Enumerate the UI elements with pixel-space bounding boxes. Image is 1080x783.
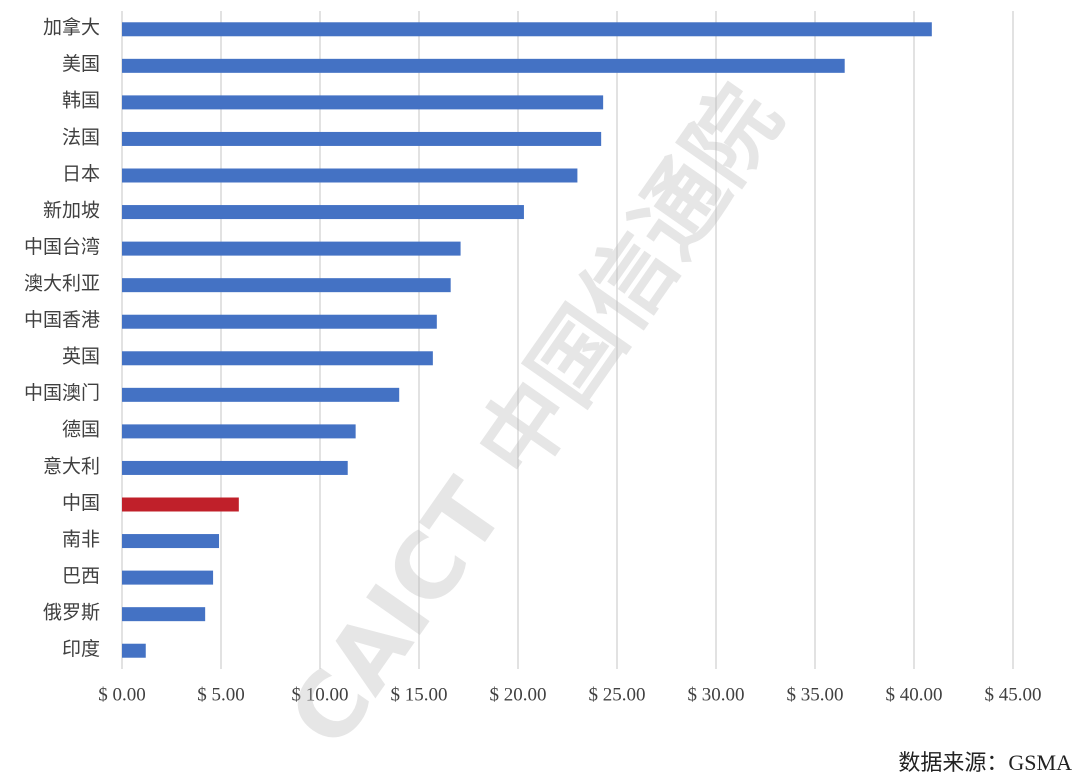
bar <box>122 205 524 220</box>
bar <box>122 643 146 658</box>
y-tick-label: 新加坡 <box>43 199 100 221</box>
bar <box>122 22 932 37</box>
y-tick-label: 美国 <box>62 53 100 75</box>
bar <box>122 387 400 402</box>
y-tick-label: 中国澳门 <box>24 382 100 404</box>
y-tick-label: 英国 <box>62 346 100 368</box>
bar <box>122 424 356 439</box>
bar <box>122 460 348 475</box>
x-tick-label: $ 40.00 <box>886 684 943 705</box>
x-tick-label: $ 35.00 <box>787 684 844 705</box>
x-tick-label: $ 25.00 <box>589 684 646 705</box>
bar <box>122 607 206 622</box>
y-tick-label: 意大利 <box>43 455 100 477</box>
y-tick-label: 法国 <box>62 126 100 148</box>
bar <box>122 351 433 366</box>
y-tick-label: 日本 <box>62 163 100 185</box>
y-tick-label: 俄罗斯 <box>43 602 100 624</box>
y-tick-label: 印度 <box>62 638 100 660</box>
y-tick-label: 韩国 <box>62 90 100 112</box>
bar <box>122 534 220 549</box>
y-tick-label: 中国 <box>62 492 100 514</box>
x-tick-label: $ 5.00 <box>197 684 245 705</box>
x-tick-label: $ 10.00 <box>292 684 349 705</box>
bar <box>122 570 214 585</box>
x-tick-label: $ 20.00 <box>490 684 547 705</box>
y-tick-label: 中国香港 <box>24 309 100 331</box>
y-tick-label: 澳大利亚 <box>24 273 100 295</box>
bar <box>122 58 845 73</box>
bar <box>122 497 239 512</box>
x-tick-label: $ 15.00 <box>391 684 448 705</box>
bar <box>122 168 578 183</box>
x-tick-label: $ 30.00 <box>688 684 745 705</box>
y-tick-label: 南非 <box>62 528 100 550</box>
y-tick-label: 中国台湾 <box>24 236 100 258</box>
y-tick-label: 巴西 <box>62 566 100 587</box>
x-tick-label: $ 45.00 <box>985 684 1042 705</box>
y-tick-label: 加拿大 <box>43 16 100 39</box>
x-tick-label: $ 0.00 <box>98 684 146 705</box>
y-tick-label: 德国 <box>62 419 100 441</box>
bar <box>122 241 461 256</box>
bar <box>122 131 602 146</box>
source-note: 数据来源：GSMA <box>898 750 1072 775</box>
bar <box>122 95 604 110</box>
bar <box>122 314 437 329</box>
bar <box>122 278 451 293</box>
